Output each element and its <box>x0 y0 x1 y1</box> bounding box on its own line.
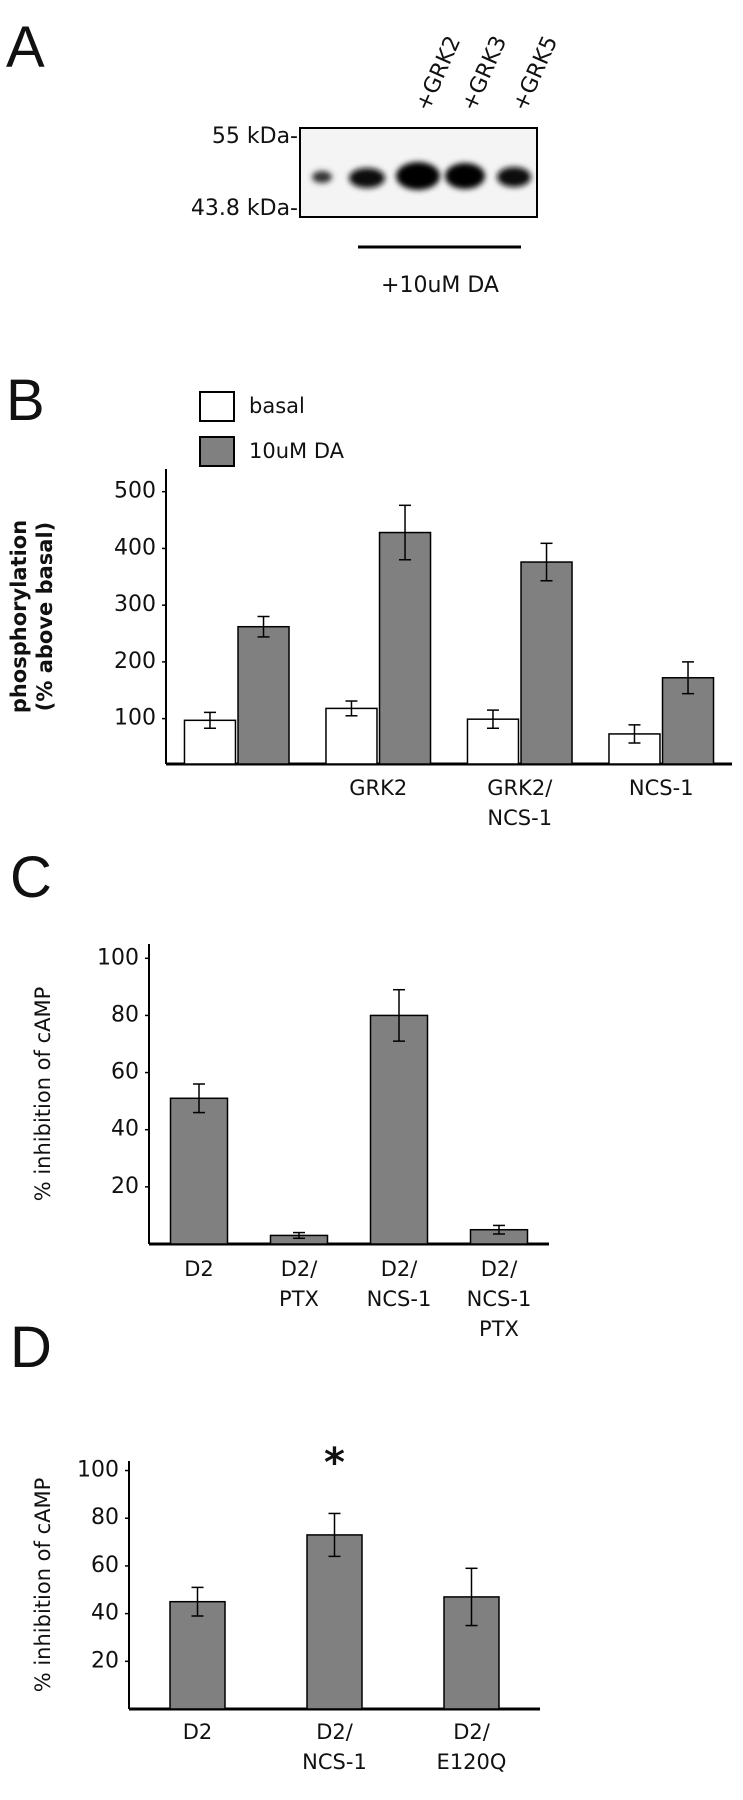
y-axis-label: % inhibition of cAMP <box>31 987 55 1202</box>
x-tick-label: D2/NCS-1 <box>367 1257 432 1311</box>
y-axis-label-group: phosphorylation(% above basal) <box>7 520 57 713</box>
error-bar <box>345 700 358 717</box>
legend-swatch <box>199 436 235 467</box>
error-bar <box>328 1512 341 1558</box>
bar <box>378 531 432 765</box>
error-bar <box>682 661 695 695</box>
bar <box>369 1014 429 1245</box>
error-bar <box>393 988 405 1042</box>
y-tick-label: 20 <box>91 1648 119 1673</box>
y-axis-label: % inhibition of cAMP <box>31 1478 55 1693</box>
x-tick-label: NCS-1 <box>629 776 694 800</box>
annotation: * <box>324 1440 345 1486</box>
lane-label: +GRK5 <box>508 32 563 115</box>
error-bar <box>493 1224 505 1235</box>
y-tick-label: 100 <box>114 706 156 731</box>
x-tick-label: D2/E120Q <box>437 1720 507 1774</box>
panel-label: C <box>10 845 52 910</box>
panel-label: D <box>10 1315 52 1380</box>
x-tick-label: D2/NCS-1 PTX <box>467 1257 532 1341</box>
y-tick-label: 60 <box>111 1060 139 1085</box>
panel-label: B <box>6 368 45 433</box>
legend-label: 10uM DA <box>249 439 345 463</box>
x-tick-label: GRK2/NCS-1 <box>487 776 553 830</box>
blot <box>299 127 538 249</box>
y-axis-label-group: % inhibition of cAMP <box>31 1478 55 1693</box>
marker-label: 43.8 kDa- <box>191 196 298 221</box>
y-axis-label: phosphorylation(% above basal) <box>7 520 57 713</box>
error-bar <box>193 1083 205 1114</box>
x-tick-label: D2/NCS-1 <box>302 1720 367 1774</box>
error-bar <box>257 615 270 638</box>
error-bar <box>203 711 216 730</box>
y-tick-label: 60 <box>91 1553 119 1578</box>
legend-label: basal <box>249 394 305 418</box>
y-tick-label: 400 <box>114 535 156 560</box>
y-tick-label: 100 <box>97 945 139 970</box>
bar <box>306 1534 363 1710</box>
error-bar <box>540 542 553 582</box>
y-tick-label: 80 <box>111 1002 139 1027</box>
y-tick-label: 80 <box>91 1505 119 1530</box>
y-tick-label: 500 <box>114 479 156 504</box>
bar <box>237 625 290 765</box>
error-bar <box>293 1231 305 1240</box>
y-tick-label: 300 <box>114 592 156 617</box>
legend-swatch <box>199 391 235 422</box>
marker-label: 55 kDa- <box>212 124 298 149</box>
y-tick-label: 100 <box>77 1458 119 1483</box>
error-bar <box>486 709 499 730</box>
bar <box>169 1600 226 1710</box>
bar <box>169 1097 229 1245</box>
error-bar <box>399 504 412 561</box>
x-tick-label: D2/PTX <box>279 1257 319 1311</box>
y-tick-label: 200 <box>114 649 156 674</box>
x-tick-label: D2 <box>184 1257 214 1281</box>
error-bar <box>465 1567 478 1627</box>
lane-label: +GRK3 <box>457 32 512 115</box>
y-tick-label: 20 <box>111 1174 139 1199</box>
y-axis-label-group: % inhibition of cAMP <box>31 987 55 1202</box>
y-tick-label: 40 <box>91 1601 119 1626</box>
error-bar <box>628 724 641 744</box>
error-bar <box>191 1586 204 1617</box>
panel-label: A <box>6 15 45 80</box>
y-tick-label: 40 <box>111 1117 139 1142</box>
x-tick-label: D2 <box>183 1720 213 1744</box>
bar <box>325 707 378 765</box>
treatment-label: +10uM DA <box>381 273 499 298</box>
bar <box>520 561 573 765</box>
x-tick-label: GRK2 <box>349 776 407 800</box>
